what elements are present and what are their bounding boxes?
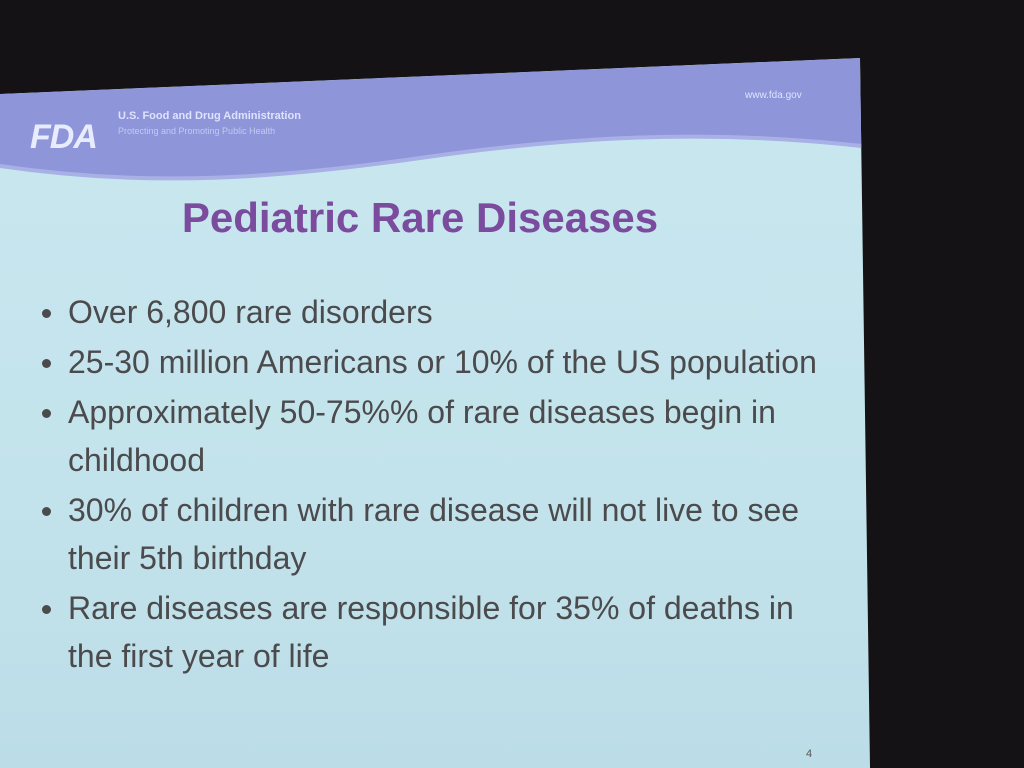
- bullet: Approximately 50-75%% of rare diseases b…: [42, 388, 828, 484]
- bullet-list: Over 6,800 rare disorders 25-30 million A…: [38, 288, 828, 682]
- bullet: 30% of children with rare disease will n…: [42, 486, 828, 582]
- organization: U.S. Food and Drug Administration: [118, 110, 301, 122]
- tagline: Protecting and Promoting Public Health: [118, 126, 276, 136]
- bullet: Over 6,800 rare disorders: [42, 288, 828, 336]
- header-band: [0, 58, 863, 181]
- page-number: 4: [806, 748, 813, 760]
- slide: FDA U.S. Food and Drug Administration Pr…: [0, 58, 870, 768]
- logo: FDA: [30, 118, 98, 156]
- url: www.fda.gov: [745, 90, 802, 101]
- slide-title: Pediatric Rare Diseases: [181, 194, 659, 241]
- bullet: 25-30 million Americans or 10% of the US…: [42, 338, 828, 386]
- bullet: Rare diseases are responsible for 35% of…: [42, 584, 828, 680]
